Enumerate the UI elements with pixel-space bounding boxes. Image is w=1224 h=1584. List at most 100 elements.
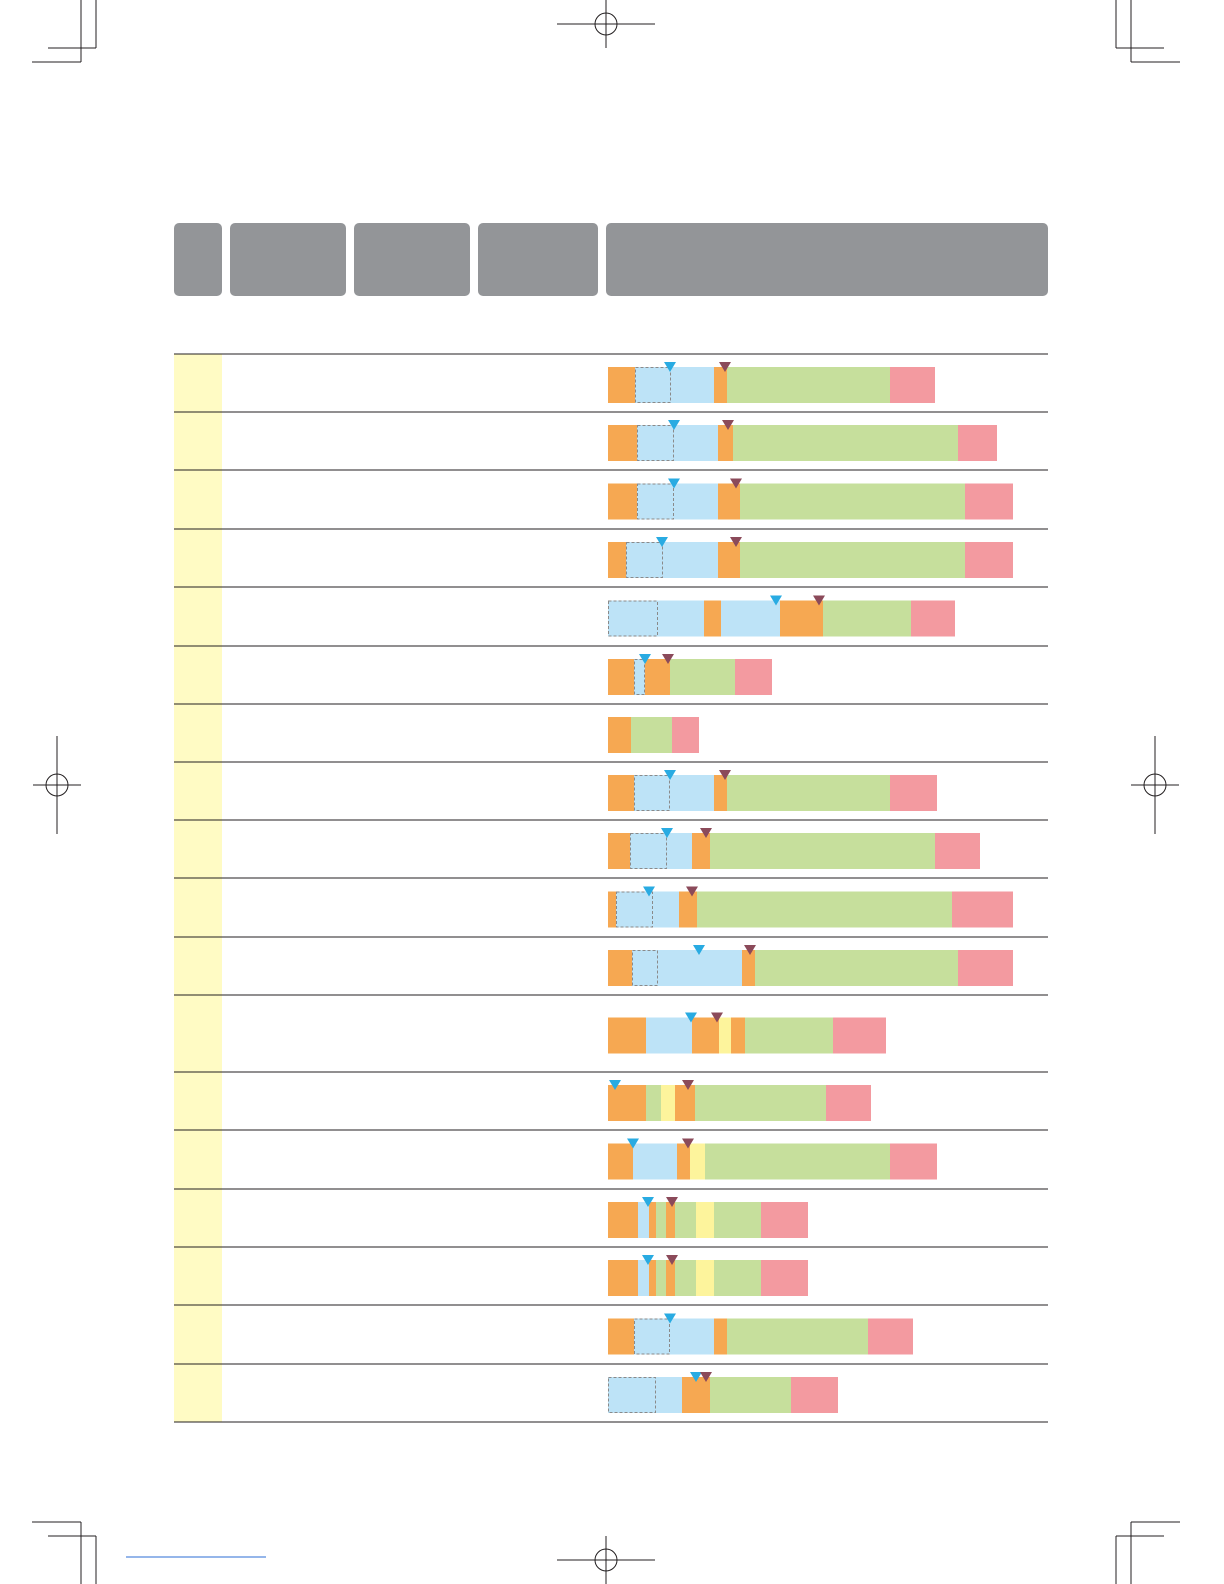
start-marker — [690, 1372, 702, 1382]
end-marker — [700, 1372, 712, 1382]
segment — [833, 1017, 886, 1054]
segment — [670, 659, 735, 695]
start-marker — [693, 945, 705, 955]
segment — [608, 833, 630, 869]
segment — [608, 1260, 638, 1296]
segment — [704, 600, 721, 637]
segment — [761, 1202, 808, 1238]
header-cell — [606, 223, 1048, 296]
segment — [695, 1085, 826, 1121]
header-cell — [478, 223, 598, 296]
start-marker — [642, 1197, 654, 1207]
segment — [890, 367, 935, 403]
start-marker — [668, 420, 680, 430]
segment — [638, 1260, 649, 1296]
header-cell — [354, 223, 470, 296]
segment — [656, 1260, 666, 1296]
segment — [608, 483, 637, 520]
segment — [823, 600, 911, 637]
start-marker — [664, 770, 676, 780]
segment — [727, 1318, 868, 1355]
segment — [675, 1085, 695, 1121]
start-marker — [656, 537, 668, 547]
segment — [718, 542, 740, 578]
start-marker — [668, 478, 680, 489]
segment — [608, 950, 632, 986]
segment — [608, 367, 635, 403]
segment — [714, 1260, 761, 1296]
segment — [608, 775, 634, 811]
segment — [826, 1085, 871, 1121]
dashed-box — [632, 950, 658, 986]
start-marker — [627, 1138, 639, 1149]
segment — [714, 1318, 727, 1355]
segment — [661, 1085, 675, 1121]
segment — [740, 542, 965, 578]
segment — [608, 542, 626, 578]
segment — [718, 483, 740, 520]
segment — [638, 1202, 649, 1238]
segment — [745, 1017, 833, 1054]
dashed-box — [634, 659, 645, 695]
segment — [608, 891, 616, 928]
segment — [733, 425, 958, 461]
start-marker — [685, 1012, 697, 1023]
segment — [632, 950, 742, 986]
dashed-box — [616, 891, 653, 928]
segment — [714, 775, 727, 811]
end-marker — [722, 420, 734, 430]
start-marker — [643, 886, 655, 897]
dashed-box — [608, 600, 658, 637]
end-marker — [686, 886, 698, 897]
end-marker — [682, 1138, 694, 1149]
header — [174, 223, 1048, 296]
start-marker — [661, 828, 673, 838]
header-cell — [230, 223, 346, 296]
segment — [633, 1143, 677, 1180]
segment — [608, 600, 704, 637]
segment — [714, 367, 727, 403]
dashed-box — [626, 542, 663, 578]
segment — [697, 891, 952, 928]
segment — [635, 367, 714, 403]
segment — [911, 600, 955, 637]
end-marker — [730, 478, 742, 489]
start-marker — [770, 595, 782, 606]
segment — [710, 833, 935, 869]
dashed-box — [634, 775, 670, 811]
rows — [174, 353, 1048, 1423]
segment — [646, 1017, 692, 1054]
segment — [742, 950, 755, 986]
segment — [634, 1318, 714, 1355]
segment — [965, 542, 1013, 578]
segment — [714, 1202, 761, 1238]
segment — [958, 425, 997, 461]
segment — [935, 833, 980, 869]
segment — [608, 659, 634, 695]
segment — [692, 833, 710, 869]
segment — [608, 1377, 682, 1413]
segment — [616, 891, 679, 928]
segment — [952, 891, 1013, 928]
end-marker — [662, 654, 674, 664]
segment — [675, 1202, 696, 1238]
segment — [631, 717, 672, 753]
segment — [690, 1143, 705, 1180]
dashed-box — [637, 425, 674, 461]
segment — [666, 1260, 675, 1296]
segment — [958, 950, 1013, 986]
segment — [630, 833, 692, 869]
end-marker — [666, 1255, 678, 1265]
segment — [608, 1143, 633, 1180]
start-marker — [609, 1080, 621, 1090]
segment — [675, 1260, 696, 1296]
segment — [637, 483, 718, 520]
segment — [705, 1143, 890, 1180]
segment — [637, 425, 718, 461]
segment — [890, 775, 937, 811]
segment — [868, 1318, 913, 1355]
segment — [672, 717, 699, 753]
index-column — [174, 354, 222, 1422]
segment — [608, 425, 637, 461]
